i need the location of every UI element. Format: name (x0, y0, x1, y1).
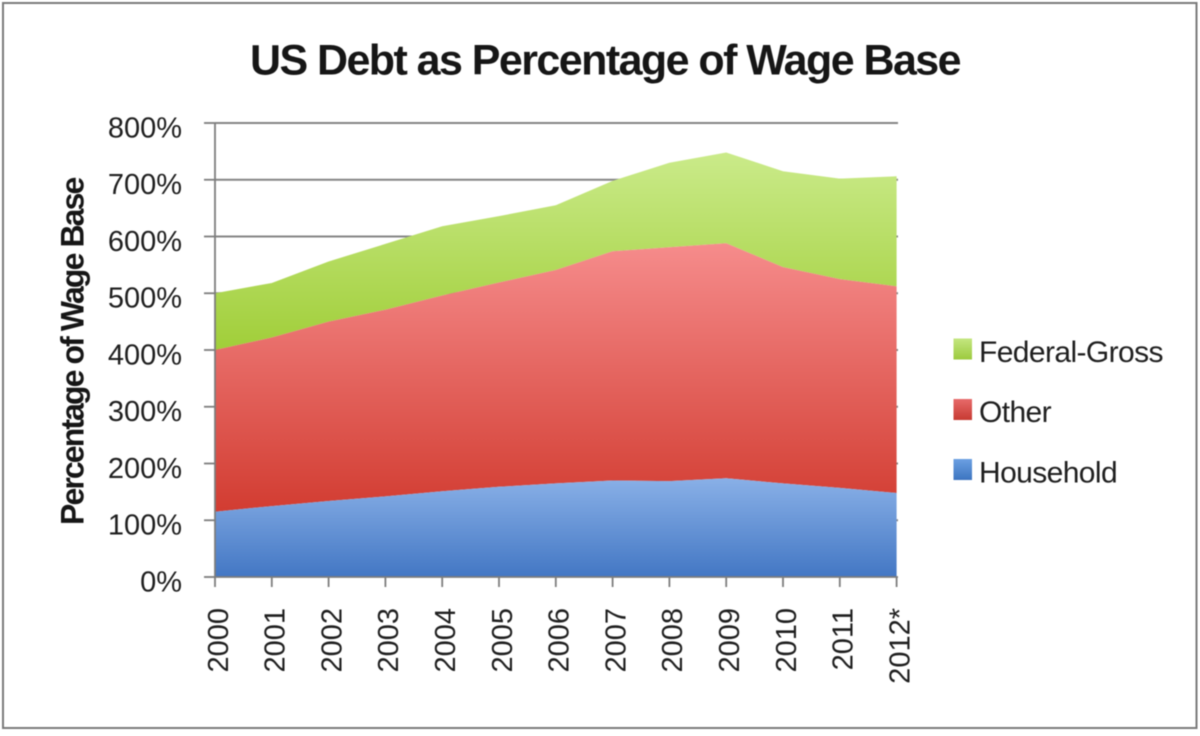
svg-text:US Debt as Percentage of Wage: US Debt as Percentage of Wage Base (250, 37, 961, 85)
svg-text:2001: 2001 (260, 608, 292, 673)
svg-text:200%: 200% (108, 453, 182, 485)
svg-text:2009: 2009 (714, 608, 746, 673)
svg-text:600%: 600% (108, 226, 182, 258)
svg-text:2010: 2010 (771, 608, 803, 673)
svg-text:2006: 2006 (544, 608, 576, 673)
svg-text:100%: 100% (108, 510, 182, 542)
svg-text:2012*: 2012* (884, 608, 916, 684)
svg-text:500%: 500% (108, 283, 182, 315)
svg-text:Federal-Gross: Federal-Gross (979, 336, 1163, 369)
svg-text:2000: 2000 (203, 608, 235, 673)
svg-text:Household: Household (979, 457, 1117, 490)
svg-text:2002: 2002 (316, 608, 348, 673)
svg-text:700%: 700% (108, 169, 182, 201)
svg-text:2007: 2007 (600, 608, 632, 673)
svg-text:Percentage of Wage Base: Percentage of Wage Base (55, 178, 91, 525)
svg-text:2011: 2011 (828, 608, 860, 670)
svg-text:300%: 300% (108, 396, 182, 428)
svg-text:2003: 2003 (373, 608, 405, 673)
svg-text:0%: 0% (140, 566, 182, 598)
svg-text:2004: 2004 (430, 608, 462, 673)
svg-text:2005: 2005 (487, 608, 519, 673)
svg-text:800%: 800% (108, 112, 182, 144)
svg-text:Other: Other (979, 396, 1052, 429)
svg-text:400%: 400% (108, 339, 182, 371)
svg-text:2008: 2008 (657, 608, 689, 673)
